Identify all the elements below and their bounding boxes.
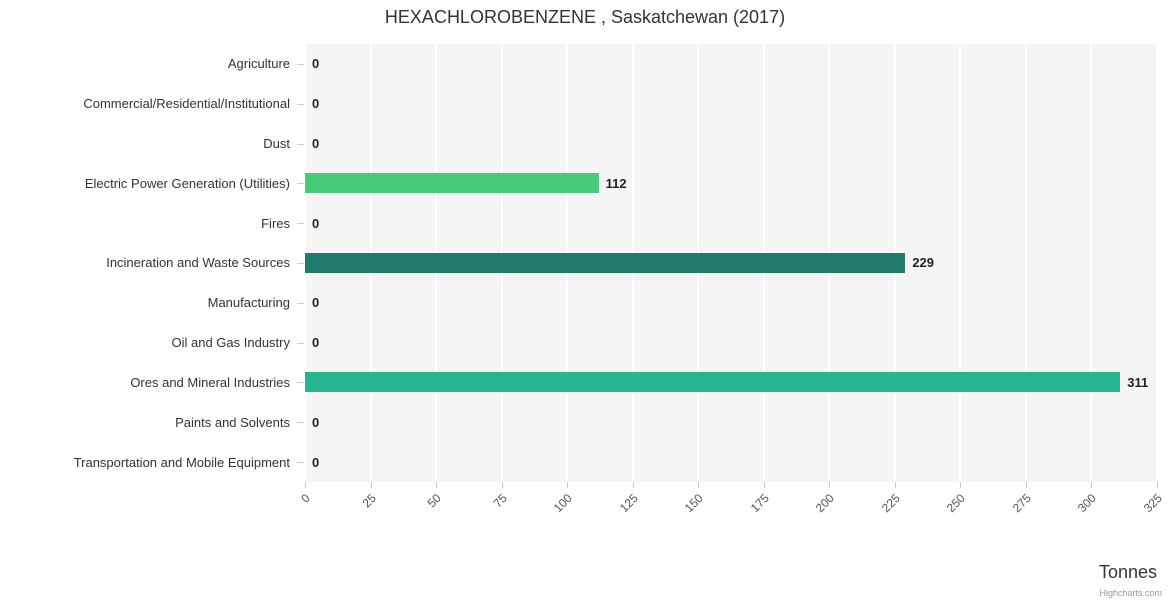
x-axis-tick bbox=[1157, 482, 1158, 488]
bar[interactable] bbox=[305, 173, 599, 194]
bar[interactable] bbox=[305, 253, 906, 273]
gridline bbox=[959, 44, 962, 482]
x-axis-tick bbox=[1091, 482, 1093, 488]
y-axis-tick bbox=[297, 143, 304, 145]
bar-value-label: 0 bbox=[312, 56, 320, 72]
x-axis-tick bbox=[632, 482, 634, 488]
category-label: Dust bbox=[263, 136, 290, 152]
x-axis-tick-label: 250 bbox=[944, 491, 969, 516]
chart-title: HEXACHLOROBENZENE , Saskatchewan (2017) bbox=[384, 7, 786, 27]
x-axis-tick-label: 0 bbox=[298, 491, 313, 506]
x-axis-tick bbox=[894, 482, 896, 488]
x-axis-tick-label: 325 bbox=[1140, 491, 1165, 516]
category-label: Incineration and Waste Sources bbox=[106, 255, 290, 271]
bar-value-label: 0 bbox=[312, 414, 320, 430]
y-axis-tick bbox=[297, 263, 304, 264]
category-label: Oil and Gas Industry bbox=[171, 335, 291, 351]
x-axis-tick-label: 75 bbox=[490, 491, 510, 511]
y-axis-tick bbox=[297, 223, 304, 225]
y-axis-tick bbox=[297, 63, 304, 65]
y-axis-tick bbox=[297, 302, 304, 304]
x-axis-tick bbox=[305, 482, 306, 488]
bar-value-label: 112 bbox=[605, 175, 627, 191]
x-axis-tick bbox=[1025, 482, 1027, 488]
category-label: Fires bbox=[261, 215, 290, 231]
category-label: Commercial/Residential/Institutional bbox=[83, 96, 290, 112]
x-axis-tick bbox=[501, 482, 503, 488]
x-axis-tick-label: 25 bbox=[359, 491, 379, 511]
x-axis-tick-label: 125 bbox=[616, 491, 641, 516]
highcharts-credit[interactable]: Highcharts.com bbox=[1099, 588, 1162, 598]
gridline bbox=[1024, 44, 1027, 482]
category-label: Agriculture bbox=[227, 56, 290, 72]
bar-value-label: 0 bbox=[312, 215, 320, 231]
x-axis-tick-label: 50 bbox=[424, 491, 444, 511]
x-axis-tick-label: 175 bbox=[747, 491, 772, 516]
gridline bbox=[1090, 44, 1093, 482]
x-axis-tick bbox=[698, 482, 700, 488]
x-axis-tick bbox=[960, 482, 962, 488]
gridline bbox=[1156, 44, 1158, 482]
category-label: Ores and Mineral Industries bbox=[130, 374, 290, 390]
x-axis-tick bbox=[763, 482, 765, 488]
y-axis-tick bbox=[297, 103, 304, 105]
x-axis-tick bbox=[370, 482, 372, 488]
bar[interactable] bbox=[305, 372, 1121, 393]
y-axis-tick bbox=[297, 462, 304, 464]
x-axis-tick-label: 200 bbox=[813, 491, 838, 516]
y-axis-tick bbox=[297, 342, 304, 344]
x-axis-tick bbox=[829, 482, 831, 488]
plot-area bbox=[304, 44, 1158, 482]
x-axis-tick bbox=[567, 482, 569, 488]
y-axis-tick bbox=[297, 183, 304, 185]
x-axis-tick-label: 225 bbox=[878, 491, 903, 516]
category-label: Manufacturing bbox=[207, 295, 290, 311]
bar-value-label: 0 bbox=[312, 136, 320, 152]
y-axis-tick bbox=[297, 382, 304, 384]
bar-value-label: 229 bbox=[912, 255, 935, 271]
x-axis-tick-label: 275 bbox=[1009, 491, 1034, 516]
x-axis-title: Tonnes bbox=[1098, 562, 1157, 582]
category-label: Electric Power Generation (Utilities) bbox=[84, 175, 290, 191]
category-label: Transportation and Mobile Equipment bbox=[73, 454, 290, 470]
x-axis-tick bbox=[436, 482, 438, 488]
y-axis-tick bbox=[297, 422, 304, 424]
category-label: Paints and Solvents bbox=[175, 414, 290, 430]
bar-value-label: 0 bbox=[312, 96, 320, 112]
x-axis-tick-label: 150 bbox=[682, 491, 707, 516]
bar-value-label: 0 bbox=[312, 295, 320, 311]
x-axis-tick-label: 100 bbox=[550, 491, 576, 516]
bar-value-label: 0 bbox=[312, 454, 320, 470]
x-axis-tick-label: 300 bbox=[1075, 491, 1100, 516]
bar-value-label: 0 bbox=[312, 335, 320, 351]
bar-value-label: 311 bbox=[1127, 374, 1149, 390]
